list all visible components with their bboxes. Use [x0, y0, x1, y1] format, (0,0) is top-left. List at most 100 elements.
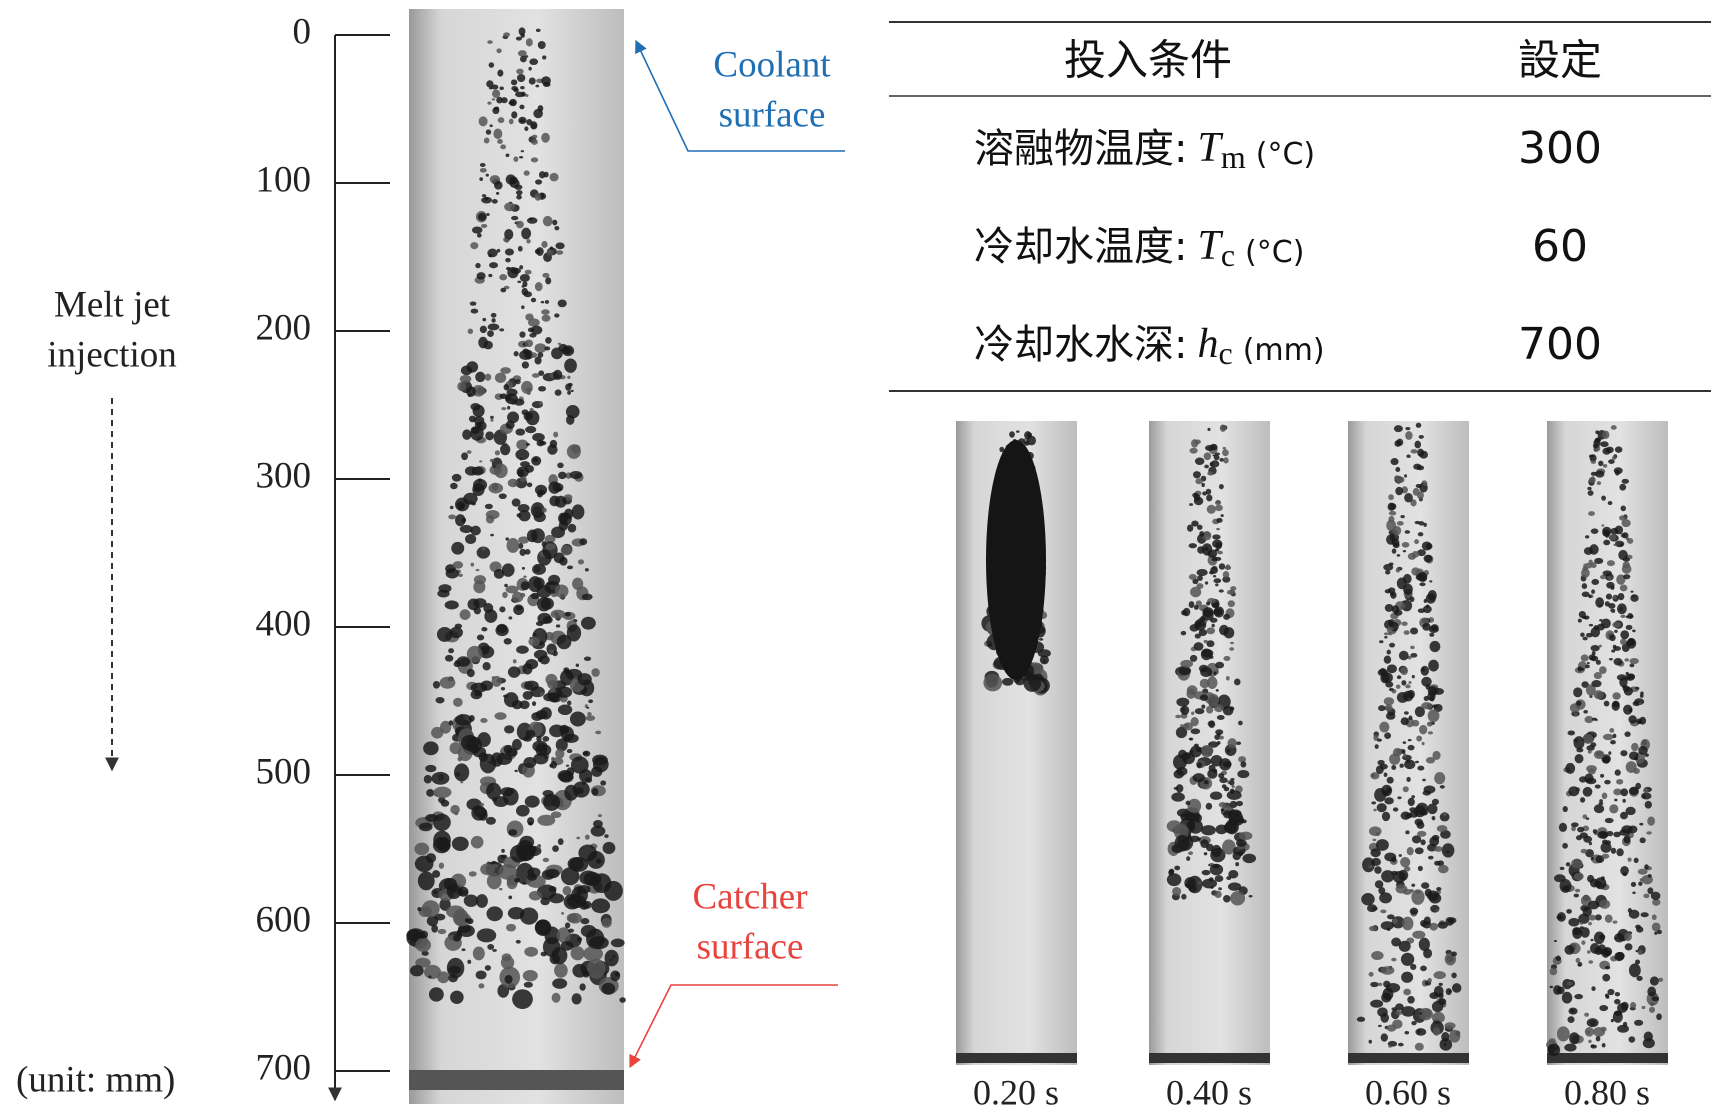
particle	[551, 757, 555, 761]
particle	[1554, 874, 1566, 882]
particle	[1618, 550, 1627, 560]
particle	[1389, 753, 1400, 764]
particle	[500, 144, 506, 149]
particle	[492, 89, 500, 98]
particle	[1415, 761, 1419, 763]
particle	[1232, 785, 1235, 788]
particle	[1388, 587, 1395, 593]
particle	[1581, 654, 1589, 661]
particle	[1406, 777, 1410, 782]
particle	[501, 687, 505, 690]
particle	[1224, 787, 1230, 792]
particle	[585, 835, 590, 840]
particle	[1213, 769, 1217, 773]
particle	[1594, 804, 1604, 813]
particle	[1599, 899, 1610, 908]
particle	[491, 84, 498, 89]
particle	[543, 794, 560, 811]
particle	[1215, 452, 1220, 455]
particle	[1175, 715, 1181, 719]
table-header: 設定	[1518, 36, 1602, 85]
particle	[1215, 875, 1224, 882]
particle	[1397, 796, 1401, 799]
particle	[1206, 489, 1211, 495]
particle	[1612, 734, 1616, 739]
particle	[1616, 952, 1625, 960]
particle	[1199, 531, 1204, 537]
particle	[1176, 698, 1189, 707]
particle	[542, 507, 547, 512]
particle	[461, 735, 479, 751]
particle	[1416, 890, 1421, 893]
particle	[1200, 667, 1212, 677]
particle	[492, 483, 499, 491]
particle	[1380, 672, 1389, 683]
particle	[555, 242, 564, 249]
particle	[1433, 1027, 1440, 1036]
particle	[1415, 847, 1424, 854]
particle	[1189, 543, 1197, 548]
particle	[1414, 539, 1419, 544]
particle	[1635, 925, 1641, 929]
particle	[1595, 914, 1602, 920]
particle	[565, 612, 571, 617]
particle	[1577, 827, 1584, 833]
particle	[1608, 501, 1613, 505]
particle	[1210, 792, 1222, 800]
particle	[525, 340, 533, 348]
particle	[1171, 792, 1185, 801]
particle	[494, 464, 508, 479]
particle	[1599, 934, 1605, 940]
particle	[1622, 532, 1629, 538]
particle	[1189, 836, 1199, 843]
particle	[582, 594, 593, 601]
particle	[542, 273, 549, 278]
particle	[504, 725, 514, 733]
particle	[1369, 926, 1377, 931]
particle	[528, 318, 540, 326]
particle	[1429, 893, 1441, 904]
particle	[564, 358, 577, 372]
particle	[550, 173, 559, 182]
particle	[1557, 986, 1565, 994]
particle	[1615, 992, 1620, 996]
particle	[1595, 597, 1604, 607]
particle	[1436, 887, 1441, 891]
particle	[425, 765, 436, 772]
particle	[423, 741, 438, 755]
particle	[455, 624, 462, 629]
particle	[1190, 746, 1202, 758]
particle	[1635, 687, 1639, 690]
particle	[1395, 487, 1403, 495]
particle	[1627, 538, 1633, 544]
particle	[1193, 471, 1201, 478]
particle	[527, 874, 537, 881]
particle	[1652, 914, 1657, 920]
particle	[1612, 692, 1620, 699]
particle	[521, 409, 528, 415]
particle	[523, 291, 532, 297]
particle	[581, 617, 596, 630]
particle	[1195, 457, 1205, 465]
particle	[520, 907, 538, 924]
particle	[521, 92, 526, 97]
particle	[1424, 1009, 1431, 1018]
particle	[528, 637, 540, 646]
particle	[585, 568, 589, 571]
particle	[492, 676, 502, 687]
particle	[422, 900, 440, 917]
particle	[511, 111, 517, 118]
particle	[1370, 1000, 1383, 1008]
particle	[1429, 633, 1434, 637]
particle	[1572, 927, 1582, 938]
particle	[545, 543, 556, 550]
particle	[1421, 668, 1425, 672]
particle	[1189, 448, 1197, 454]
particle	[556, 250, 563, 254]
particle	[467, 918, 473, 924]
particle	[511, 79, 517, 85]
particle	[1428, 709, 1440, 722]
particle	[1405, 431, 1412, 440]
particle	[592, 788, 599, 796]
particle	[535, 919, 552, 936]
